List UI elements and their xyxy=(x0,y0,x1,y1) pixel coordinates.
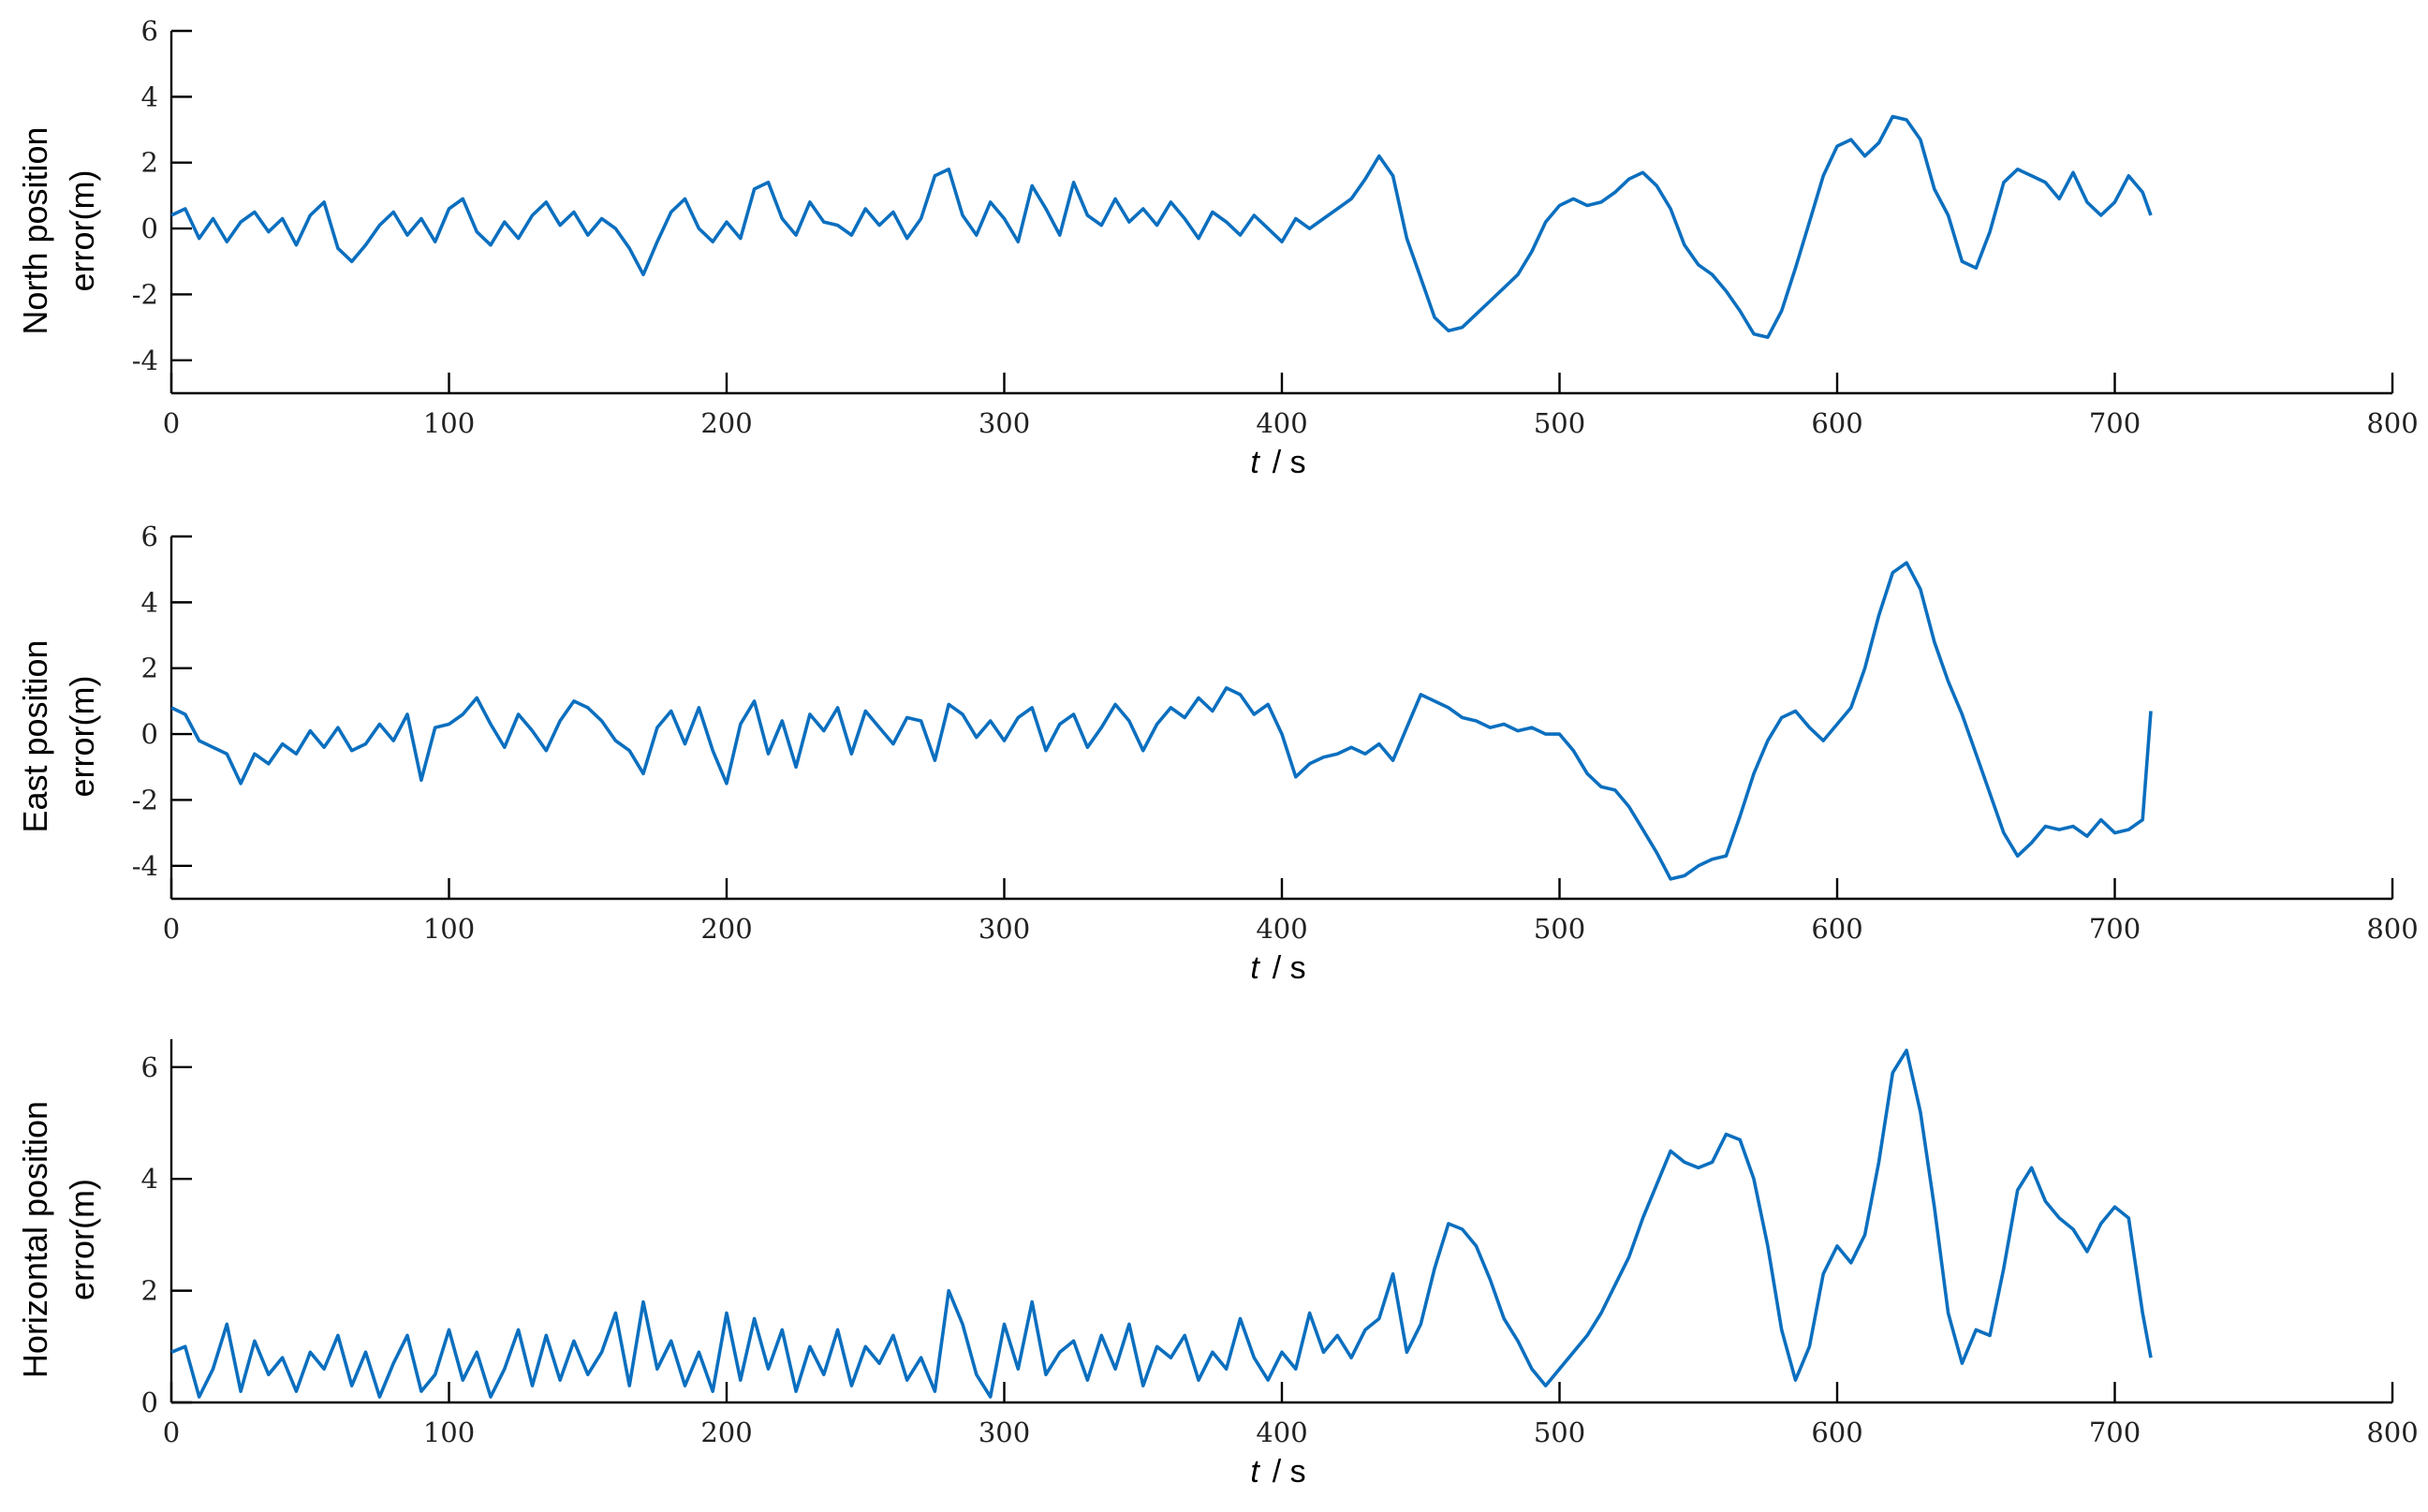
x-tick-label: 300 xyxy=(979,407,1030,439)
x-tick-label: 500 xyxy=(1534,1417,1585,1448)
y-tick-label: 6 xyxy=(141,1051,158,1083)
x-tick-label: 200 xyxy=(700,913,752,945)
x-tick-label: 100 xyxy=(423,407,475,439)
x-tick-label: 700 xyxy=(2089,1417,2141,1448)
x-tick-label: 500 xyxy=(1534,913,1585,945)
x-axis-label-unit: / s xyxy=(1273,950,1306,986)
subplot-1: 0 100 200 300 400 500 600 700 800 -4 -2 0 2 4 6 t / s Nor… xyxy=(16,15,2419,480)
x-tick-label: 400 xyxy=(1256,407,1307,439)
subplot-3: 0 100 200 300 400 500 600 700 800 0 2 4 6 t / s Horizon… xyxy=(16,1039,2419,1490)
y-axis-label-line-1: East position xyxy=(16,639,54,832)
x-tick-label: 300 xyxy=(979,1417,1030,1448)
y-tick-label: 6 xyxy=(141,15,158,47)
x-tick-label: 600 xyxy=(1811,1417,1862,1448)
x-tick-label: 400 xyxy=(1256,913,1307,945)
y-axis-label-line-1: Horizontal position xyxy=(16,1101,54,1378)
subplot-2: 0 100 200 300 400 500 600 700 800 -4 -2 0 2 4 6 t / s Eas… xyxy=(16,521,2419,986)
y-axis-label-line-2: error(m) xyxy=(63,676,101,798)
x-tick-label: 0 xyxy=(163,407,180,439)
y-tick-label: -2 xyxy=(132,784,158,815)
x-axis-label-variable: t xyxy=(1250,445,1260,480)
y-tick-label: 0 xyxy=(141,1387,158,1418)
y-tick-label: 0 xyxy=(141,213,158,244)
x-tick-label: 100 xyxy=(423,913,475,945)
series-line xyxy=(170,561,2153,881)
x-axis-label: t / s xyxy=(1250,445,1305,480)
series-line xyxy=(170,1049,2153,1399)
y-tick-label: 2 xyxy=(141,147,158,179)
y-axis-label-line-1: North position xyxy=(16,126,54,334)
x-tick-label: 100 xyxy=(423,1417,475,1448)
x-axis-label: t / s xyxy=(1250,950,1305,986)
y-axis-label-line-2: error(m) xyxy=(63,170,101,292)
x-tick-label: 700 xyxy=(2089,913,2141,945)
x-axis-label-unit: / s xyxy=(1273,1454,1306,1490)
x-tick-label: 300 xyxy=(979,913,1030,945)
x-axis-label-variable: t xyxy=(1250,1454,1260,1490)
x-tick-label: 600 xyxy=(1811,407,1862,439)
x-tick-label: 600 xyxy=(1811,913,1862,945)
x-tick-label: 800 xyxy=(2366,407,2418,439)
y-tick-label: 4 xyxy=(141,81,158,112)
y-tick-label: 0 xyxy=(141,718,158,750)
x-tick-label: 200 xyxy=(700,1417,752,1448)
x-axis-label: t / s xyxy=(1250,1454,1305,1490)
x-axis-label-variable: t xyxy=(1250,950,1260,986)
y-axis-label-line-2: error(m) xyxy=(63,1179,101,1300)
x-tick-label: 0 xyxy=(163,913,180,945)
y-tick-label: 4 xyxy=(141,1163,158,1195)
x-tick-label: 700 xyxy=(2089,407,2141,439)
y-tick-label: -4 xyxy=(132,850,158,882)
y-tick-label: 2 xyxy=(141,1275,158,1307)
series-line xyxy=(170,114,2153,339)
x-tick-label: 0 xyxy=(163,1417,180,1448)
x-tick-label: 500 xyxy=(1534,407,1585,439)
y-tick-label: 2 xyxy=(141,653,158,684)
y-tick-label: -4 xyxy=(132,345,158,376)
y-tick-label: 4 xyxy=(141,586,158,618)
y-tick-label: 6 xyxy=(141,521,158,552)
x-tick-label: 800 xyxy=(2366,1417,2418,1448)
x-tick-label: 400 xyxy=(1256,1417,1307,1448)
x-tick-label: 200 xyxy=(700,407,752,439)
x-axis-label-unit: / s xyxy=(1273,445,1306,480)
x-tick-label: 800 xyxy=(2366,913,2418,945)
y-tick-label: -2 xyxy=(132,278,158,310)
